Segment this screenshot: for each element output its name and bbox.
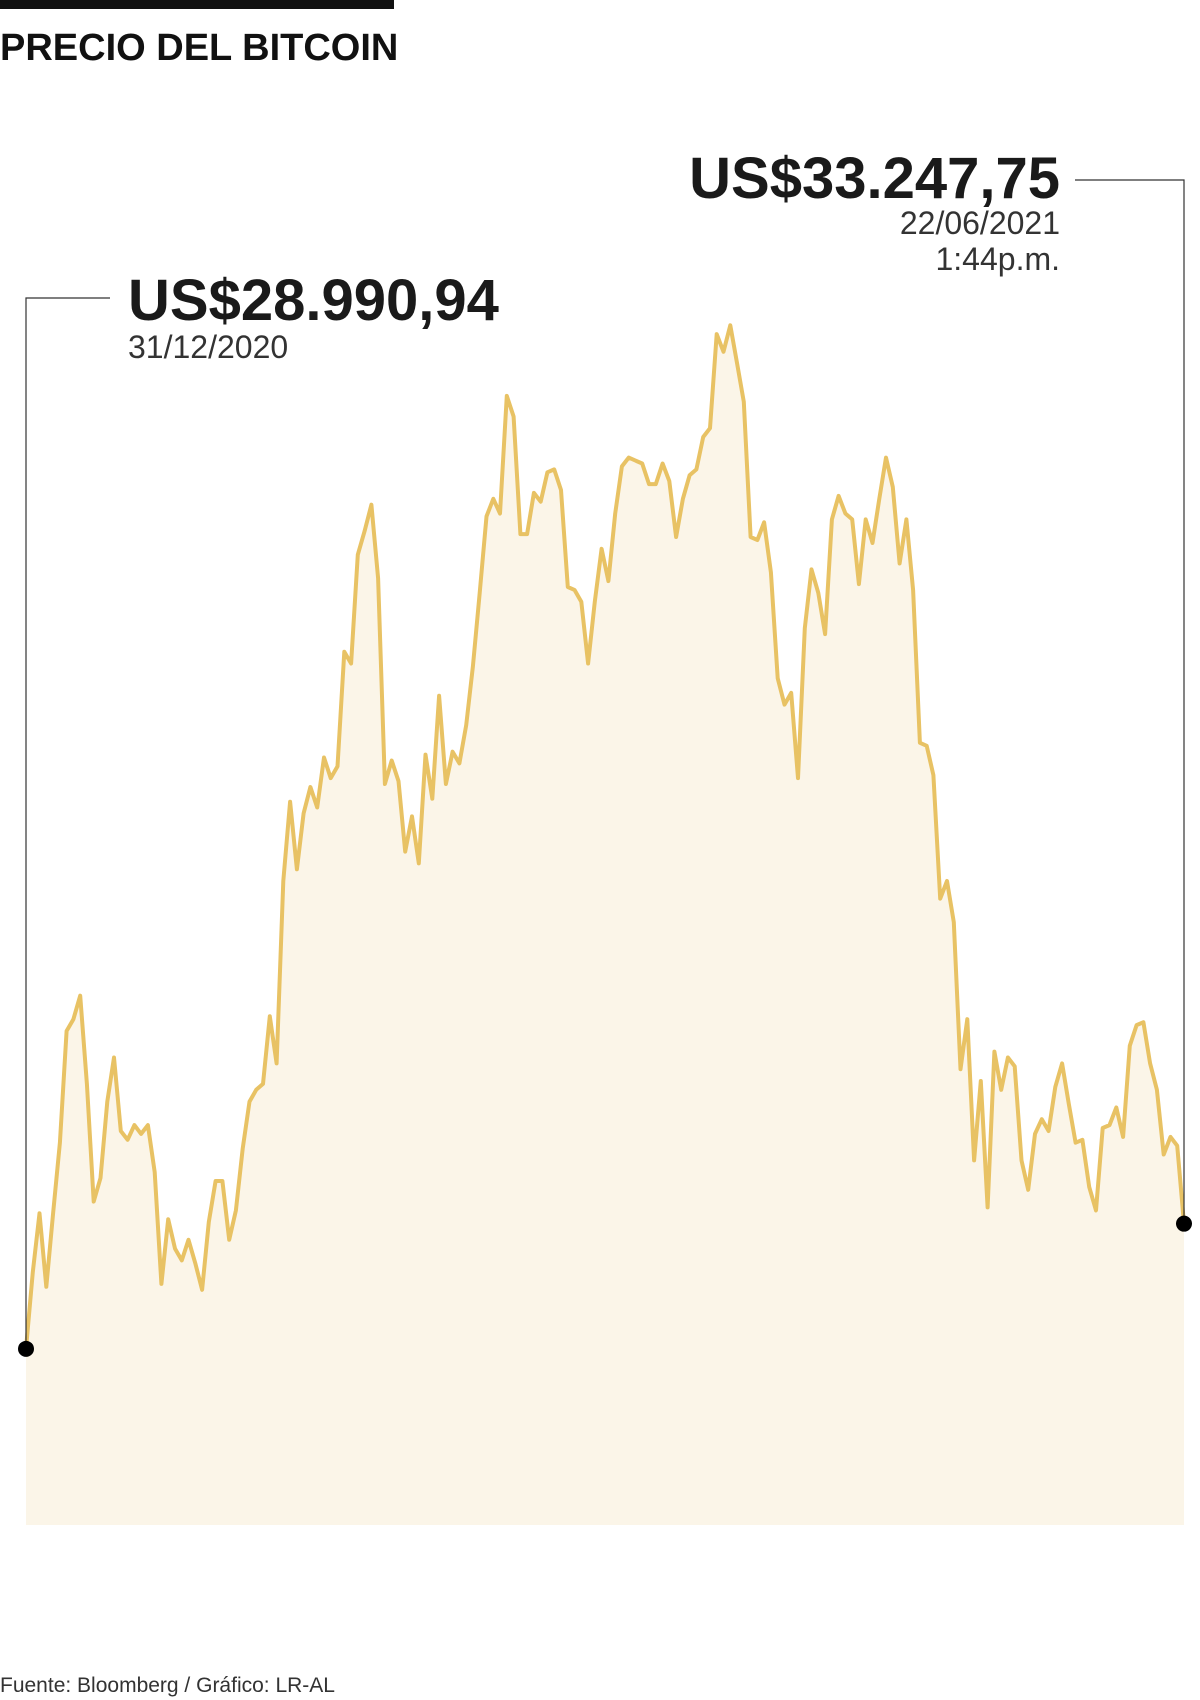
title-bar: [0, 0, 394, 9]
end-point: [18, 1340, 34, 1357]
leader-line: [25, 297, 110, 1349]
time-label: 1:44p.m.: [935, 241, 1060, 277]
value-label: US$28.990,94: [128, 268, 499, 333]
area-fill: [26, 325, 1184, 1525]
price-line: [24, 323, 1186, 1349]
end-point: [1176, 1215, 1192, 1232]
source-note: Fuente: Bloomberg / Gráfico: LR-AL: [0, 1674, 335, 1697]
chart-title: PRECIO DEL BITCOIN: [0, 27, 398, 69]
date-label: 31/12/2020: [128, 329, 288, 365]
date-label: 22/06/2021: [900, 205, 1060, 241]
leader-line: [1075, 179, 1185, 1224]
value-label: US$33.247,75: [689, 146, 1060, 211]
